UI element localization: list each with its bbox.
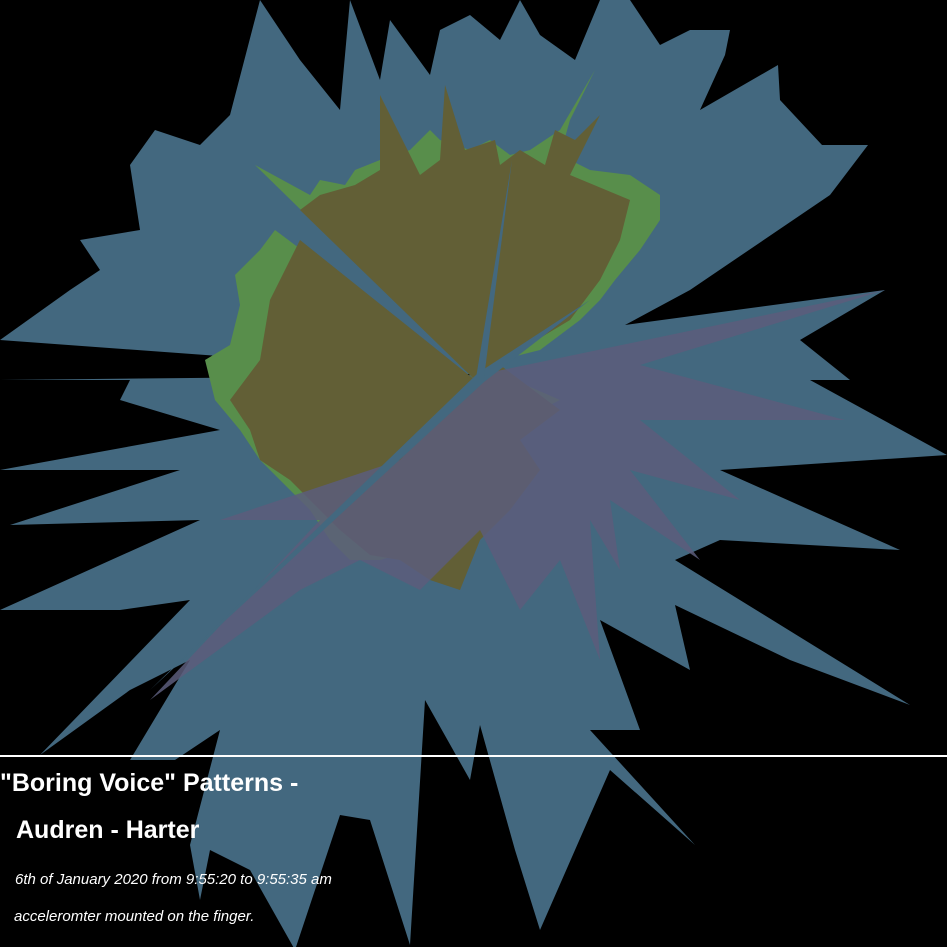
date-caption: 6th of January 2020 from 9:55:20 to 9:55… bbox=[15, 871, 332, 888]
title-line-1: "Boring Voice" Patterns - bbox=[0, 769, 299, 797]
title-line-2: Audren - Harter bbox=[16, 816, 200, 844]
divider-line bbox=[0, 755, 947, 757]
sensor-caption: acceleromter mounted on the finger. bbox=[14, 908, 255, 925]
spike-layer-shape bbox=[150, 290, 885, 700]
vertical-spike-shape bbox=[476, 160, 512, 378]
